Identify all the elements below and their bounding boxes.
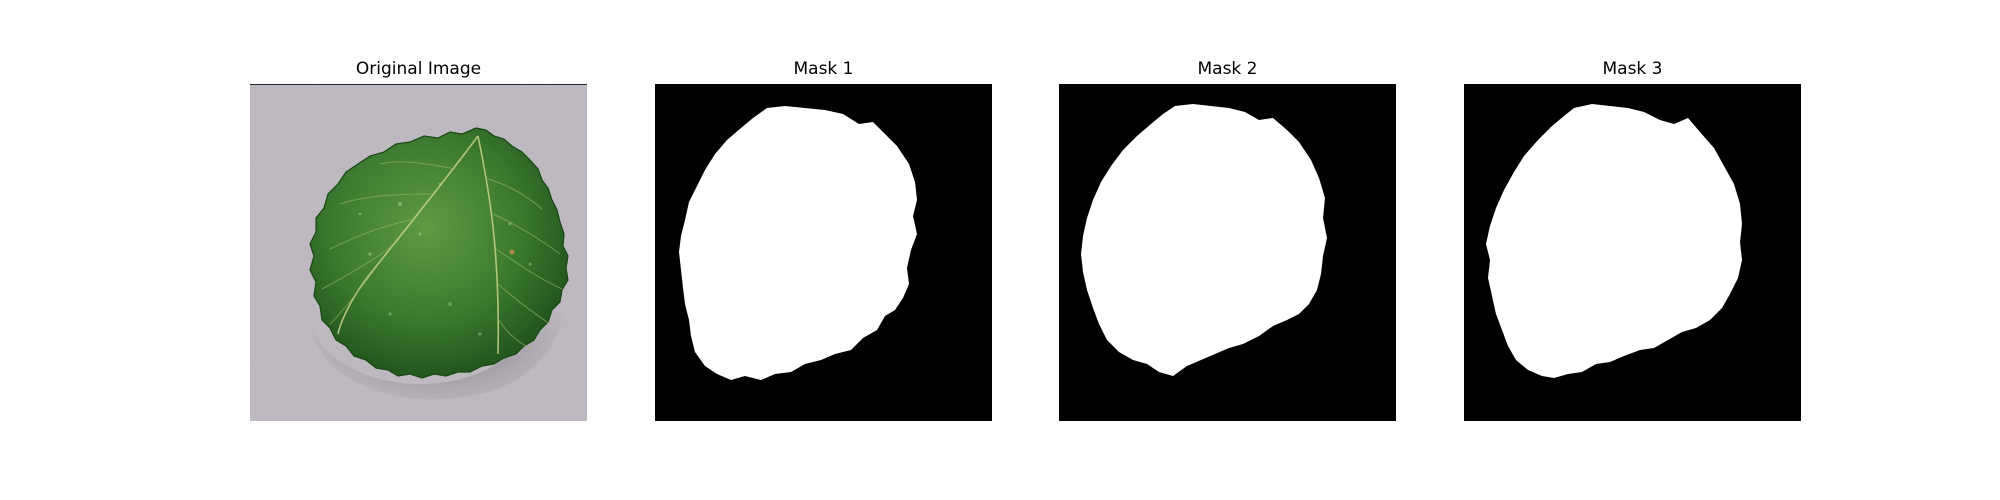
panel-title: Mask 3: [1602, 59, 1663, 79]
panel-title: Mask 2: [1197, 59, 1258, 79]
mask-2-image: [1059, 84, 1396, 421]
mask-3-image: [1464, 84, 1801, 421]
original-image: [250, 84, 587, 421]
mask-region: [1081, 104, 1327, 376]
panel-title: Mask 1: [793, 59, 854, 79]
panel-mask-3: Mask 3: [1464, 55, 1801, 422]
panel-original-image: Original Image: [250, 55, 587, 422]
panel-title: Original Image: [355, 59, 482, 79]
panel-mask-2: Mask 2: [1059, 55, 1396, 422]
mask-1-image: [655, 84, 992, 421]
mask-region: [1486, 104, 1742, 378]
leaf: [309, 127, 569, 379]
mask-region: [679, 106, 917, 380]
panel-mask-1: Mask 1: [655, 55, 992, 422]
